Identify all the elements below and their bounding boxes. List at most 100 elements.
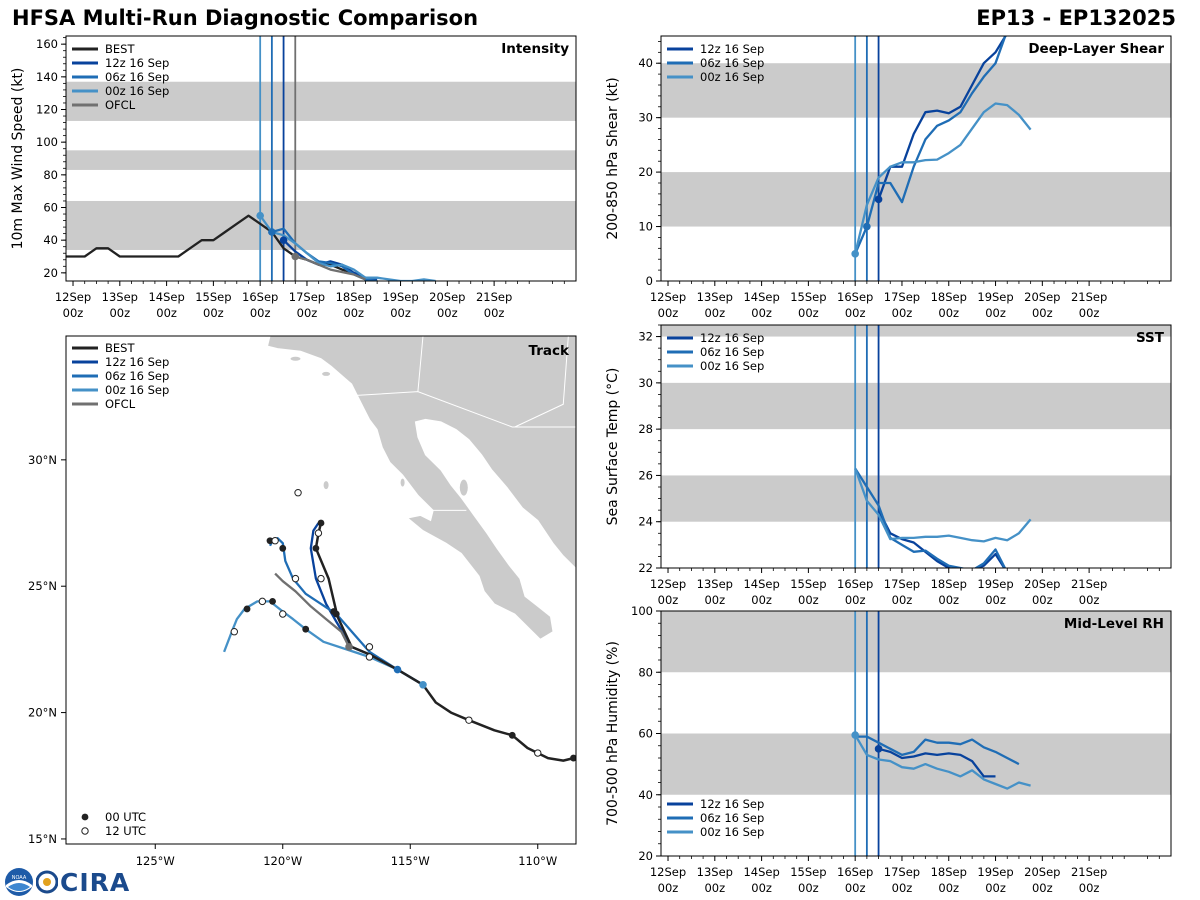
track-panel-title: Track bbox=[529, 343, 570, 359]
track-point-12utc bbox=[317, 574, 325, 583]
intensity-xtick-label: 00z bbox=[109, 306, 130, 320]
sst-band bbox=[661, 475, 1171, 522]
track-line-run06z bbox=[268, 537, 424, 686]
shear-xtick-label: 00z bbox=[938, 306, 959, 320]
rh-plot-area bbox=[661, 611, 1171, 856]
sst-ytick-label: 24 bbox=[638, 515, 653, 529]
shear-xtick-label: 00z bbox=[751, 306, 772, 320]
intensity-xtick-label: 21Sep bbox=[476, 290, 512, 304]
shear-xtick-label: 21Sep bbox=[1071, 290, 1107, 304]
shear-xtick-label: 00z bbox=[1079, 306, 1100, 320]
track-line-run00z bbox=[223, 600, 424, 686]
track-point-12utc bbox=[365, 653, 374, 661]
track-point-00utc bbox=[243, 605, 251, 613]
rh-ytick-label: 80 bbox=[638, 665, 653, 679]
rh-ytick-label: 60 bbox=[638, 727, 653, 741]
sst-xtick-label: 00z bbox=[704, 593, 725, 607]
sst-xtick-label: 14Sep bbox=[743, 577, 779, 591]
intensity-series-run00z bbox=[259, 215, 436, 281]
track-legend-label: 12z 16 Sep bbox=[105, 355, 169, 369]
track-lat-label: 15°N bbox=[28, 832, 57, 846]
rh-xtick-label: 00z bbox=[892, 881, 913, 895]
track-point-00utc bbox=[266, 537, 274, 545]
cira-logo: NOAA CIRA bbox=[4, 866, 130, 898]
rh-legend-label: 00z 16 Sep bbox=[700, 825, 764, 839]
intensity-xtick-label: 14Sep bbox=[148, 290, 184, 304]
track-lat-label: 20°N bbox=[28, 706, 57, 720]
sst-panel-title: SST bbox=[1136, 330, 1165, 346]
track-point-00utc bbox=[269, 597, 276, 605]
track-point-00utc bbox=[279, 544, 287, 552]
shear-init-marker bbox=[863, 222, 871, 231]
intensity-xtick-label: 12Sep bbox=[55, 290, 91, 304]
shear-xtick-label: 20Sep bbox=[1024, 290, 1060, 304]
sst-xtick-label: 00z bbox=[938, 593, 959, 607]
sst-ytick-label: 22 bbox=[638, 561, 653, 575]
sst-xtick-label: 00z bbox=[751, 593, 772, 607]
rh-xtick-label: 19Sep bbox=[977, 865, 1013, 879]
intensity-band bbox=[66, 150, 576, 170]
intensity-plot-area bbox=[66, 36, 576, 281]
shear-xtick-label: 13Sep bbox=[697, 290, 733, 304]
rh-xtick-label: 12Sep bbox=[650, 865, 686, 879]
track-legend-marker-filled bbox=[81, 813, 89, 821]
sst-legend-label: 06z 16 Sep bbox=[700, 345, 764, 359]
track-legend-label: 00z 16 Sep bbox=[105, 383, 169, 397]
intensity-xtick-label: 13Sep bbox=[102, 290, 138, 304]
intensity-legend-label: 00z 16 Sep bbox=[105, 84, 169, 98]
rh-init-marker bbox=[851, 731, 859, 739]
shear-xtick-label: 00z bbox=[1032, 306, 1053, 320]
intensity-xtick-label: 17Sep bbox=[289, 290, 325, 304]
rh-xtick-label: 14Sep bbox=[743, 865, 779, 879]
border-ca-az bbox=[417, 336, 424, 392]
intensity-xtick-label: 00z bbox=[203, 306, 224, 320]
shear-xtick-label: 00z bbox=[704, 306, 725, 320]
intensity-xtick-label: 15Sep bbox=[195, 290, 231, 304]
track-point-12utc bbox=[230, 628, 239, 636]
track-init-point bbox=[393, 665, 402, 674]
shear-band bbox=[661, 172, 1171, 227]
intensity-series-ofcl bbox=[294, 255, 366, 281]
rh-xtick-label: 00z bbox=[798, 881, 819, 895]
track-point-00utc bbox=[330, 608, 338, 615]
sst-xtick-label: 00z bbox=[1032, 593, 1053, 607]
rh-xtick-label: 00z bbox=[845, 881, 866, 895]
island bbox=[400, 478, 405, 487]
sst-xtick-label: 00z bbox=[892, 593, 913, 607]
sst-legend-label: 12z 16 Sep bbox=[700, 331, 764, 345]
rh-xtick-label: 17Sep bbox=[884, 865, 920, 879]
rh-xtick-label: 00z bbox=[1032, 881, 1053, 895]
sst-xtick-label: 00z bbox=[658, 593, 679, 607]
intensity-xtick-label: 00z bbox=[390, 306, 411, 320]
rh-xtick-label: 00z bbox=[751, 881, 772, 895]
intensity-xtick-label: 00z bbox=[297, 306, 318, 320]
sst-ytick-label: 30 bbox=[638, 376, 653, 390]
intensity-init-marker bbox=[279, 236, 288, 244]
rh-series-run00z bbox=[854, 734, 1031, 790]
track-point-12utc bbox=[314, 529, 323, 537]
shear-ytick-label: 0 bbox=[646, 274, 653, 288]
intensity-xtick-label: 18Sep bbox=[336, 290, 372, 304]
intensity-ytick-label: 20 bbox=[43, 266, 58, 280]
track-lon-label: 125°W bbox=[136, 854, 175, 868]
sst-xtick-label: 16Sep bbox=[837, 577, 873, 591]
shear-legend-label: 06z 16 Sep bbox=[700, 56, 764, 70]
shear-frame bbox=[660, 35, 1172, 282]
shear-xtick-label: 00z bbox=[845, 306, 866, 320]
shear-ytick-label: 40 bbox=[638, 56, 653, 70]
intensity-frame bbox=[65, 35, 577, 282]
rh-init-marker bbox=[874, 745, 883, 753]
shear-init-marker bbox=[851, 249, 859, 258]
intensity-init-marker bbox=[291, 252, 300, 261]
rh-xtick-label: 00z bbox=[704, 881, 725, 895]
rh-xtick-label: 00z bbox=[985, 881, 1006, 895]
sst-ytick-label: 32 bbox=[638, 330, 653, 344]
border-az-nm bbox=[514, 336, 569, 428]
noaa-logo-icon: NOAA bbox=[5, 868, 33, 896]
intensity-init-marker bbox=[256, 211, 264, 220]
track-legend-label: OFCL bbox=[105, 397, 136, 411]
track-point-00utc bbox=[570, 754, 576, 762]
rh-legend-label: 06z 16 Sep bbox=[700, 811, 764, 825]
track-point-12utc bbox=[291, 574, 300, 583]
sst-xtick-label: 00z bbox=[845, 593, 866, 607]
